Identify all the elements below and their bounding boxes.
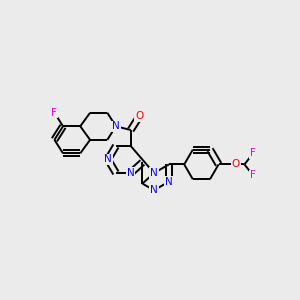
Text: N: N: [165, 177, 173, 187]
Text: N: N: [112, 121, 120, 131]
Text: N: N: [127, 168, 135, 178]
Text: F: F: [52, 108, 57, 118]
Text: O: O: [232, 159, 240, 170]
Text: N: N: [104, 154, 112, 164]
Text: N: N: [150, 168, 158, 178]
Text: F: F: [250, 170, 256, 181]
Text: O: O: [135, 111, 143, 122]
Text: N: N: [150, 185, 158, 195]
Text: F: F: [250, 148, 256, 158]
